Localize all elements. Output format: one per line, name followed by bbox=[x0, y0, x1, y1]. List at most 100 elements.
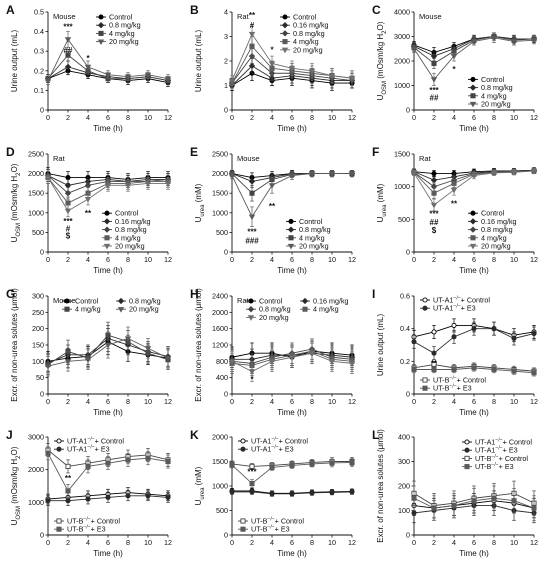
data-point bbox=[44, 175, 52, 181]
y-tick-label: 50 bbox=[36, 373, 44, 382]
y-tick-label: 4 bbox=[224, 8, 228, 17]
data-point bbox=[471, 326, 477, 332]
significance-mark: ** bbox=[269, 202, 276, 211]
data-point bbox=[229, 462, 235, 468]
data-point bbox=[289, 462, 295, 468]
data-point bbox=[164, 355, 172, 362]
legend-entry: UT-A1−/−+ E3 bbox=[433, 304, 476, 313]
legend-entry: UT-B−/−+ Control bbox=[433, 376, 486, 385]
x-tick-label: 4 bbox=[452, 538, 456, 547]
x-tick-label: 2 bbox=[250, 113, 254, 122]
data-point bbox=[288, 66, 296, 72]
panel-c: C Mouse 0 2 4 6 8 10 12 0 1000 2000 3000 4000 Time (h)… bbox=[372, 3, 538, 133]
panel-e: E Mouse 0 2 4 6 8 10 12 0 500 1000 1500 2000 2500 Time … bbox=[190, 145, 356, 275]
data-point bbox=[531, 331, 537, 337]
panel-context-label: Rat bbox=[419, 154, 432, 163]
legend-marker bbox=[469, 101, 477, 108]
legend-entry: 20 mg/kg bbox=[115, 242, 145, 251]
y-tick-label: 0.2 bbox=[400, 357, 410, 366]
significance-mark: ** bbox=[65, 474, 72, 483]
significance-mark: # bbox=[66, 225, 71, 234]
x-tick-label: 8 bbox=[126, 113, 130, 122]
y-tick-label: 1000 bbox=[212, 208, 228, 217]
x-tick-label: 8 bbox=[492, 397, 496, 406]
x-tick-label: 8 bbox=[126, 255, 130, 264]
data-point bbox=[64, 359, 72, 365]
data-point bbox=[64, 208, 72, 215]
legend-marker bbox=[117, 307, 125, 313]
legend-entry: UT-B−/−+ Control bbox=[475, 454, 528, 463]
data-point bbox=[65, 174, 71, 181]
data-point bbox=[248, 369, 256, 375]
x-tick-label: 8 bbox=[126, 538, 130, 547]
legend-entry: UT-B−/−+ E3 bbox=[475, 462, 514, 471]
significance-mark: ** bbox=[249, 11, 256, 20]
significance-mark: ## bbox=[64, 46, 73, 55]
x-tick-label: 8 bbox=[310, 397, 314, 406]
legend-entry: 4 mg/kg bbox=[299, 233, 325, 242]
y-axis-title: UOSM (mOsm/kg H2O) bbox=[10, 163, 22, 242]
legend-entry: UT-B−/−+ E3 bbox=[251, 525, 290, 534]
legend-entry: 0.8 mg/kg bbox=[481, 83, 513, 92]
data-point bbox=[431, 60, 437, 66]
y-tick-label: 250 bbox=[32, 308, 44, 317]
data-point bbox=[104, 342, 112, 349]
data-point bbox=[308, 171, 316, 178]
legend-marker bbox=[56, 518, 62, 524]
x-tick-label: 6 bbox=[290, 255, 294, 264]
legend-marker bbox=[64, 298, 70, 304]
legend-entry: UT-A1−/−+ E3 bbox=[475, 446, 518, 455]
legend-marker bbox=[248, 298, 254, 304]
legend-marker bbox=[98, 14, 104, 20]
data-point bbox=[105, 494, 111, 500]
significance-mark: ## bbox=[430, 218, 439, 227]
data-point bbox=[145, 493, 151, 499]
x-axis-title: Time (h) bbox=[459, 266, 489, 275]
data-point bbox=[104, 72, 112, 79]
y-tick-label: 2000 bbox=[212, 308, 228, 317]
legend-marker bbox=[464, 439, 470, 445]
y-tick-label: 150 bbox=[32, 341, 44, 350]
data-point bbox=[269, 464, 275, 470]
y-tick-label: 1500 bbox=[212, 189, 228, 198]
data-point bbox=[490, 35, 498, 42]
significance-mark: *** bbox=[63, 217, 73, 226]
x-tick-label: 6 bbox=[472, 255, 476, 264]
data-point bbox=[229, 489, 235, 495]
data-point bbox=[268, 183, 276, 189]
data-point bbox=[248, 62, 256, 70]
x-tick-label: 4 bbox=[452, 113, 456, 122]
x-tick-label: 12 bbox=[348, 113, 356, 122]
data-point bbox=[44, 364, 52, 370]
y-tick-label: 4000 bbox=[394, 8, 410, 17]
data-point bbox=[431, 350, 437, 356]
x-tick-label: 6 bbox=[290, 113, 294, 122]
panel-letter: I bbox=[372, 287, 375, 301]
panel-l: L 0 2 4 6 8 10 12 0 100 200 300 400 Time (h) Excr. of … bbox=[372, 428, 538, 558]
legend-entry: 4 mg/kg bbox=[109, 29, 135, 38]
y-axis-title: Urine output (mL) bbox=[10, 30, 19, 93]
series-4 bbox=[45, 446, 171, 498]
data-point bbox=[124, 336, 132, 342]
data-point bbox=[65, 498, 71, 504]
panel-context-label: Rat bbox=[53, 154, 66, 163]
y-tick-label: 0.3 bbox=[34, 47, 44, 56]
legend-marker bbox=[281, 22, 289, 29]
y-tick-label: 500 bbox=[32, 228, 44, 237]
data-point bbox=[144, 181, 152, 187]
series-4 bbox=[411, 364, 537, 377]
x-tick-label: 4 bbox=[270, 113, 274, 122]
legend-marker bbox=[103, 226, 111, 233]
data-point bbox=[84, 357, 92, 364]
x-tick-label: 0 bbox=[46, 397, 50, 406]
data-point bbox=[431, 171, 437, 177]
data-point bbox=[65, 200, 71, 206]
panel-context-label: Mouse bbox=[53, 296, 76, 305]
panel-letter: C bbox=[372, 3, 381, 17]
y-tick-label: 2 bbox=[224, 57, 228, 66]
data-point bbox=[451, 503, 457, 509]
legend-marker bbox=[240, 526, 246, 532]
